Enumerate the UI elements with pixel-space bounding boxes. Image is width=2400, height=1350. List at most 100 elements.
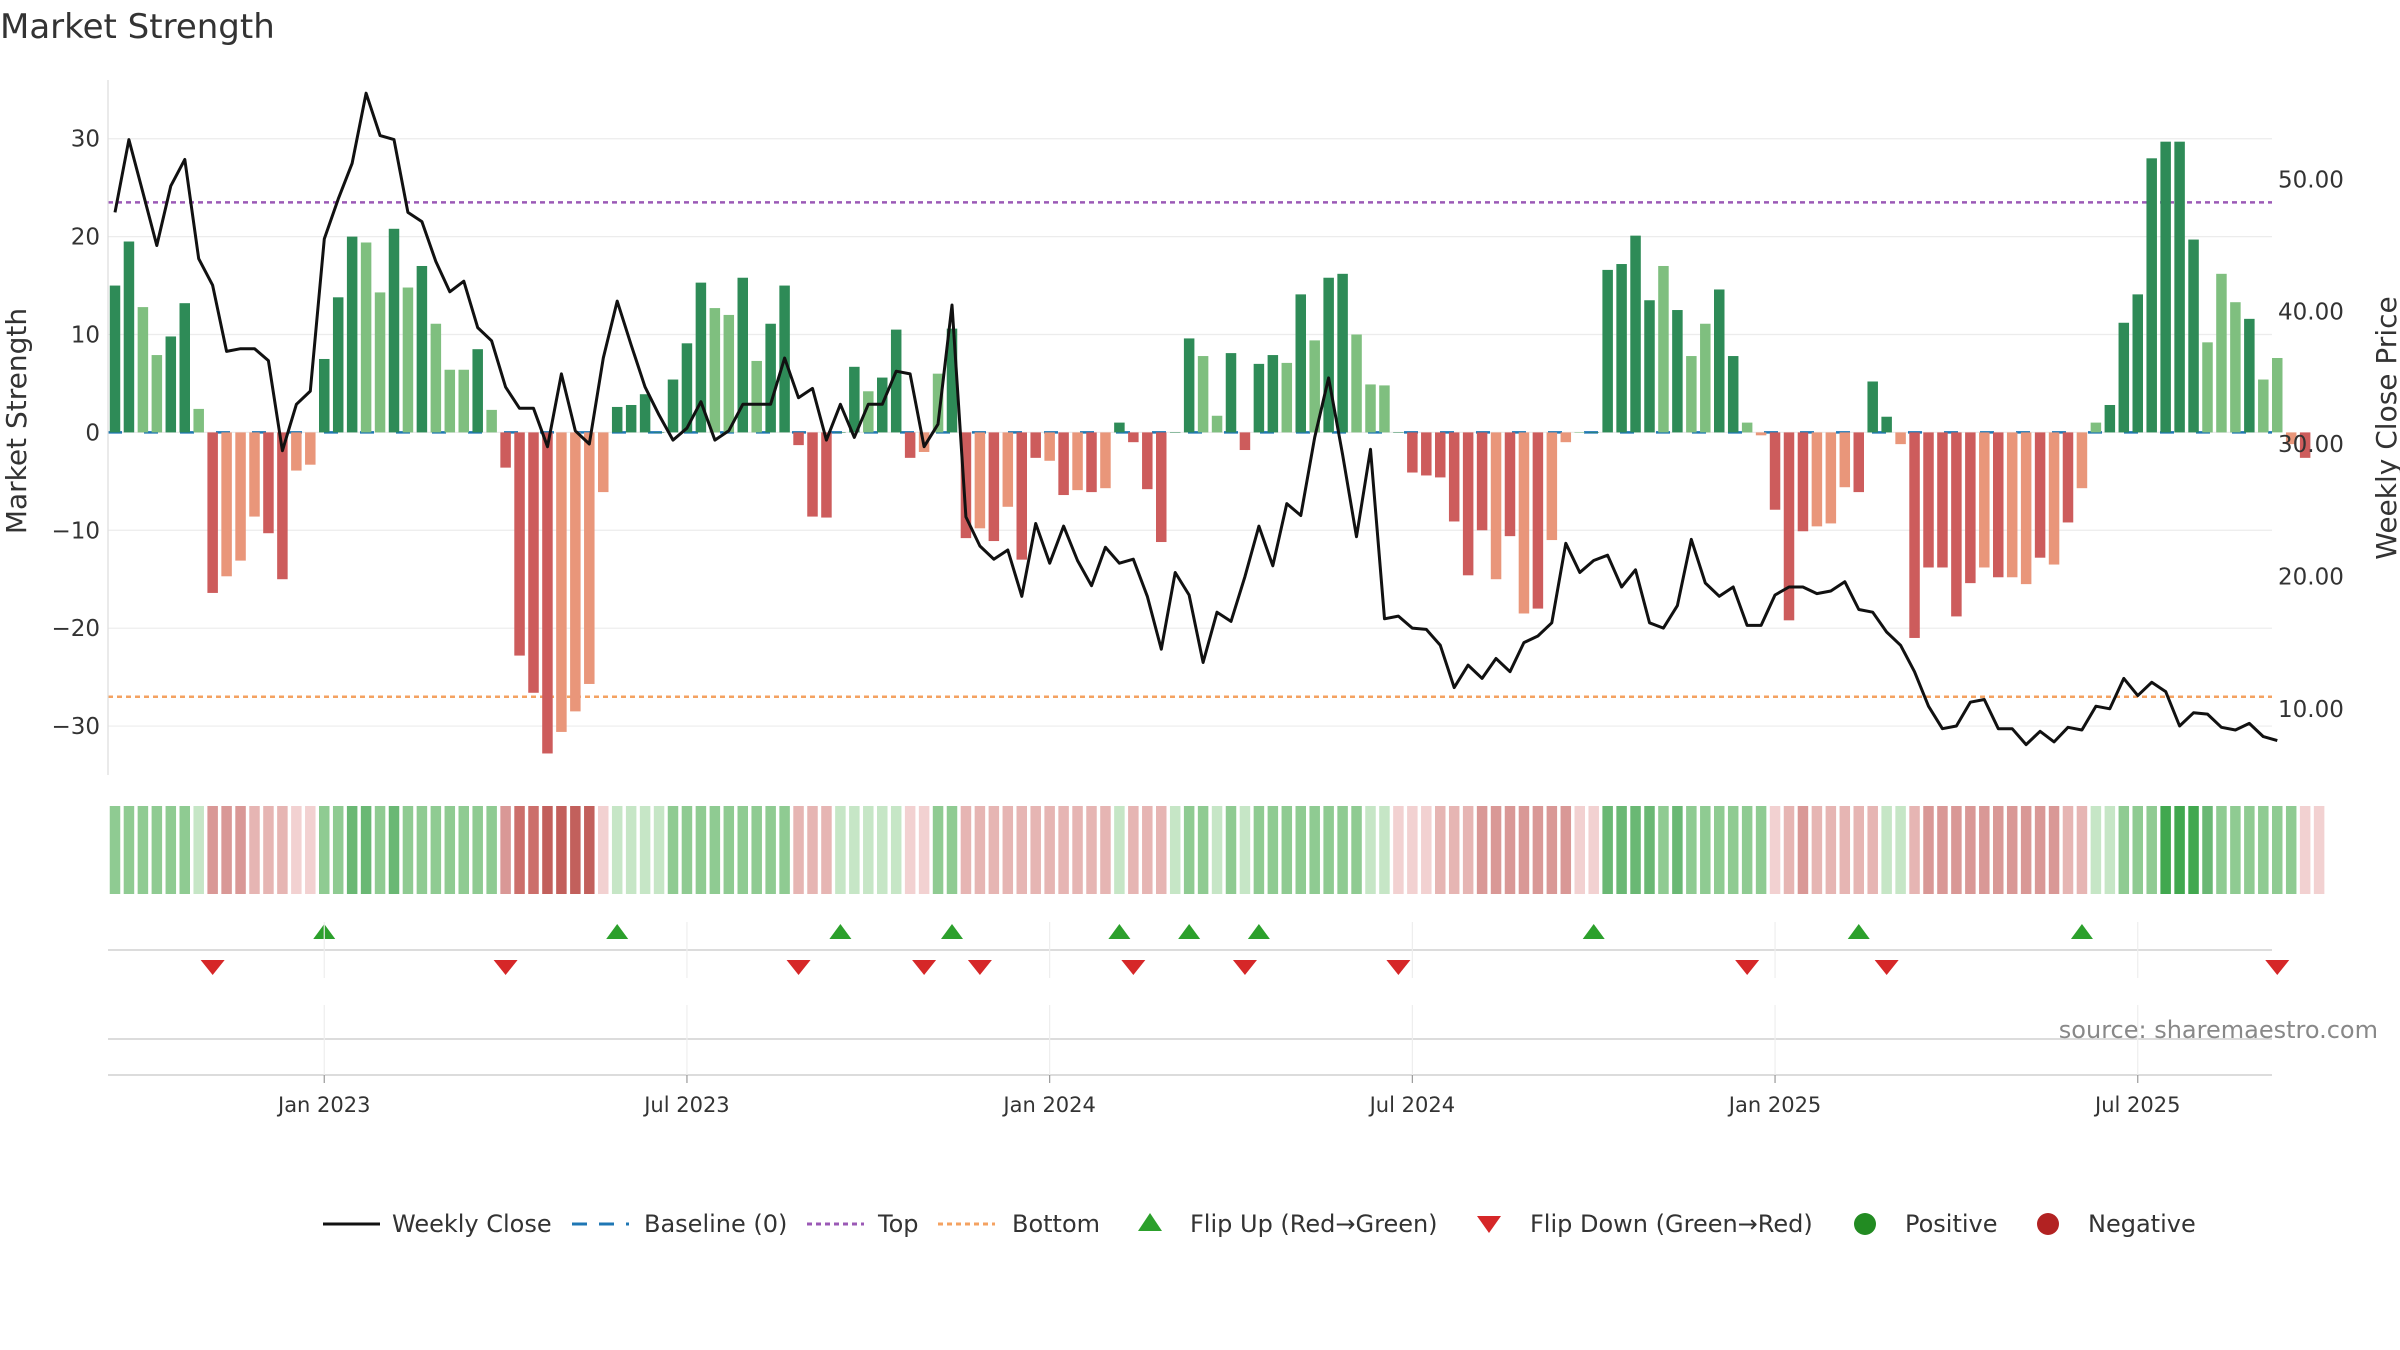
- negative-bar: [2006, 432, 2018, 578]
- chart-title: Market Strength: [0, 7, 275, 47]
- heat-strip-cell: [709, 806, 721, 894]
- positive-bar: [1630, 235, 1641, 433]
- positive-bar: [458, 369, 469, 433]
- heat-strip-cell: [737, 806, 748, 894]
- positive-bar: [2244, 318, 2255, 433]
- heat-strip-cell: [2146, 806, 2157, 894]
- negative-bar: [2020, 432, 2032, 585]
- negative-bar: [793, 432, 804, 446]
- positive-bar: [2188, 239, 2199, 433]
- heat-strip-cell: [765, 806, 776, 894]
- heat-strip-cell: [332, 806, 344, 894]
- negative-bar: [263, 432, 274, 534]
- negative-bar: [1086, 432, 1097, 493]
- heat-strip-cell: [611, 806, 623, 894]
- heat-strip-cell: [1407, 806, 1418, 894]
- negative-bar: [974, 432, 986, 529]
- positive-bar: [179, 303, 190, 433]
- heat-strip-cell: [1616, 806, 1627, 894]
- negative-bar: [249, 432, 260, 517]
- heat-strip-cell: [1462, 806, 1474, 894]
- negative-bar: [528, 432, 539, 693]
- negative-bar: [1783, 432, 1795, 621]
- negative-bar: [1909, 432, 1920, 638]
- positive-bar: [1881, 416, 1892, 433]
- heat-strip-cell: [1072, 806, 1083, 894]
- heat-strip-cell: [2230, 806, 2241, 894]
- heat-strip-cell: [1114, 806, 1125, 894]
- positive-bar: [1574, 432, 1585, 433]
- negative-bar: [221, 432, 232, 577]
- heat-strip-cell: [1211, 806, 1223, 894]
- negative-bar: [2034, 432, 2046, 558]
- heat-strip-cell: [667, 806, 679, 894]
- positive-bar: [1588, 432, 1599, 433]
- heat-strip-cell: [291, 806, 302, 894]
- heat-strip-cell: [1169, 806, 1181, 894]
- heat-strip-cell: [863, 806, 874, 894]
- heat-strip-cell: [1727, 806, 1739, 894]
- negative-bar: [1937, 432, 1948, 568]
- legend-weekly-close: Weekly Close: [392, 1210, 552, 1238]
- heat-strip-cell: [263, 806, 274, 894]
- positive-bar: [751, 360, 762, 433]
- positive-bar: [1183, 338, 1195, 433]
- negative-bar: [500, 432, 511, 468]
- positive-bar: [1700, 323, 1711, 433]
- negative-bar: [305, 432, 316, 465]
- negative-bar: [988, 432, 1000, 542]
- flip-up-marker: [1247, 924, 1270, 939]
- heat-strip-cell: [835, 806, 846, 894]
- flip-markers: [108, 924, 2290, 975]
- negative-bar: [1546, 432, 1558, 541]
- heat-strip-cell: [2272, 806, 2283, 894]
- heat-strip-cell: [1183, 806, 1195, 894]
- legend-flip-up: Flip Up (Red→Green): [1190, 1210, 1438, 1238]
- heat-strip-cell: [1951, 806, 1962, 894]
- heat-strip-cell: [528, 806, 539, 894]
- heat-strip-cell: [193, 806, 204, 894]
- negative-bar: [821, 432, 832, 518]
- negative-bar: [542, 432, 553, 754]
- heat-strip-cell: [346, 806, 358, 894]
- heat-strip-cell: [849, 806, 860, 894]
- legend-swatch-flip-up: [1138, 1213, 1162, 1231]
- heat-strip-cell: [890, 806, 902, 894]
- positive-bar: [2090, 422, 2102, 433]
- heat-strip-cell: [1351, 806, 1362, 894]
- x-tick-label: Jan 2023: [276, 1093, 371, 1117]
- negative-bar: [1825, 432, 1837, 524]
- positive-bar: [1741, 422, 1753, 433]
- heat-strip-cell: [2104, 806, 2116, 894]
- positive-bar: [1658, 265, 1669, 433]
- positive-bar: [667, 379, 679, 433]
- positive-bar: [1365, 384, 1376, 433]
- positive-bar: [1337, 273, 1348, 433]
- heat-strip-cell: [1421, 806, 1432, 894]
- heat-strip-cell: [430, 806, 442, 894]
- heat-strip-cell: [416, 806, 428, 894]
- heat-strip-cell: [1686, 806, 1697, 894]
- positive-bar: [863, 391, 874, 433]
- positive-bar: [2216, 273, 2227, 433]
- negative-bar: [291, 432, 302, 471]
- heat-strip-cell: [1965, 806, 1976, 894]
- flip-down-marker: [786, 960, 811, 975]
- flip-down-marker: [1232, 960, 1257, 975]
- positive-bar: [444, 369, 456, 433]
- heat-strip-cell: [2020, 806, 2032, 894]
- heat-strip-cell: [1895, 806, 1906, 894]
- legend-bottom: Bottom: [1012, 1210, 1100, 1238]
- heat-strip-cell: [2244, 806, 2255, 894]
- heat-strip-cell: [932, 806, 944, 894]
- heat-strip-cell: [2006, 806, 2018, 894]
- positive-bar: [653, 432, 665, 433]
- heat-strip-cell: [388, 806, 400, 894]
- positive-bar: [765, 323, 776, 433]
- heat-strip-cell: [1086, 806, 1097, 894]
- heat-strip-cell: [1602, 806, 1613, 894]
- heat-strip-cell: [1853, 806, 1864, 894]
- heat-strip-cell: [1002, 806, 1014, 894]
- legend-swatch-positive: [1854, 1213, 1876, 1235]
- flip-down-marker: [967, 960, 992, 975]
